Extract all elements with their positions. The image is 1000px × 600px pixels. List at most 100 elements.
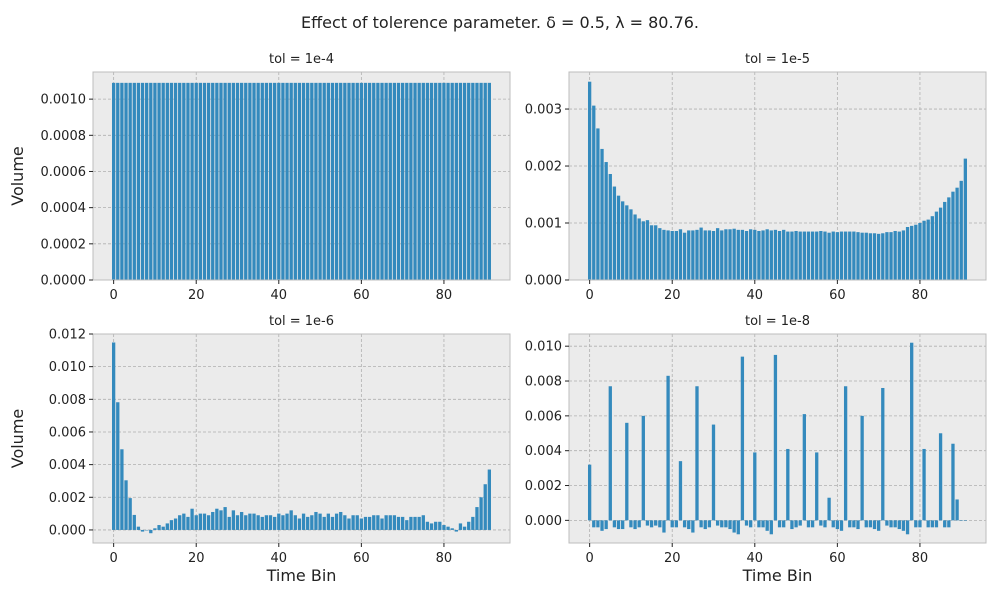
- bar: [376, 82, 380, 280]
- bar: [173, 518, 178, 530]
- bar: [462, 526, 467, 530]
- bar: [140, 529, 145, 532]
- bar: [856, 520, 860, 530]
- bar: [268, 82, 273, 280]
- bar: [625, 422, 629, 521]
- bar: [306, 516, 310, 530]
- x-tick-label: 60: [829, 551, 846, 566]
- bar: [442, 82, 446, 280]
- bar: [339, 511, 343, 530]
- bar: [392, 515, 397, 530]
- x-tick-label: 80: [912, 551, 929, 566]
- bar: [658, 520, 662, 528]
- bar: [823, 231, 827, 280]
- bar: [951, 191, 955, 280]
- axes-frame: [92, 333, 511, 544]
- bar: [926, 219, 930, 280]
- bar: [425, 82, 430, 280]
- y-tick-label: 0.001: [525, 217, 562, 232]
- bar: [897, 231, 901, 280]
- bar: [732, 520, 736, 533]
- bar: [736, 520, 740, 535]
- bar: [458, 82, 463, 280]
- bar: [169, 82, 174, 280]
- bar: [264, 82, 269, 280]
- bar: [322, 516, 326, 530]
- bar: [322, 82, 326, 280]
- bar: [765, 520, 769, 531]
- bar: [215, 82, 219, 280]
- bar: [111, 342, 116, 530]
- bar: [446, 82, 450, 280]
- bar: [343, 515, 347, 530]
- bar: [852, 520, 856, 528]
- bar: [487, 469, 491, 530]
- bar: [885, 520, 889, 526]
- subplots-grid: 0 20 40 60 800.00000.00020.00040.00060.00080…: [8, 52, 987, 585]
- bar: [666, 230, 670, 280]
- bar: [186, 516, 190, 530]
- x-tick-label: 0: [110, 288, 118, 303]
- bar: [429, 523, 434, 530]
- y-tick-label: 0.003: [525, 103, 562, 118]
- bar: [409, 516, 413, 530]
- bar: [256, 515, 260, 530]
- x-tick-label: 20: [664, 288, 681, 303]
- y-tick-label: 0.002: [525, 479, 562, 494]
- bar: [479, 82, 483, 280]
- bar: [695, 229, 699, 280]
- bar: [955, 499, 959, 521]
- bar: [330, 516, 335, 530]
- bar: [819, 520, 823, 526]
- bar: [782, 520, 786, 528]
- bar: [235, 515, 240, 530]
- bar: [281, 82, 285, 280]
- bar: [749, 229, 753, 280]
- bar: [277, 82, 281, 280]
- bar: [761, 230, 765, 280]
- bar: [815, 452, 819, 521]
- bar: [372, 515, 376, 530]
- bar: [487, 82, 491, 280]
- plot-area: [569, 334, 986, 543]
- bar: [753, 229, 757, 280]
- subplot-title: tol = 1e-8: [745, 314, 810, 329]
- bar: [621, 520, 625, 530]
- x-tick-label: 20: [664, 551, 681, 566]
- bar: [806, 520, 811, 528]
- y-tick-label: 0.0000: [41, 274, 87, 289]
- bar: [674, 520, 678, 528]
- bar: [860, 232, 864, 280]
- bar: [744, 520, 749, 526]
- bar: [438, 82, 442, 280]
- bar: [396, 516, 401, 530]
- bar: [190, 508, 194, 530]
- bar: [293, 515, 297, 530]
- bar: [248, 513, 252, 530]
- y-tick-label: 0.000: [49, 523, 86, 538]
- x-tick-label: 0: [586, 551, 594, 566]
- bar: [732, 228, 736, 280]
- bar: [901, 520, 906, 531]
- bar: [260, 82, 264, 280]
- bar: [116, 82, 120, 280]
- bar: [351, 515, 355, 530]
- bar: [239, 82, 244, 280]
- bar: [773, 229, 778, 280]
- x-tick-label: 80: [436, 288, 453, 303]
- bar: [670, 230, 674, 280]
- x-tick-label: 20: [188, 288, 205, 303]
- bar: [654, 225, 658, 280]
- bar: [947, 197, 951, 280]
- bar: [326, 513, 330, 530]
- bar: [645, 520, 650, 526]
- bar: [198, 82, 202, 280]
- bar: [777, 230, 782, 280]
- bar: [728, 520, 732, 530]
- bar: [769, 230, 773, 280]
- bar: [699, 227, 703, 280]
- bar: [467, 521, 471, 530]
- bar: [235, 82, 240, 280]
- bar: [703, 230, 707, 280]
- axes-frame: [92, 71, 511, 281]
